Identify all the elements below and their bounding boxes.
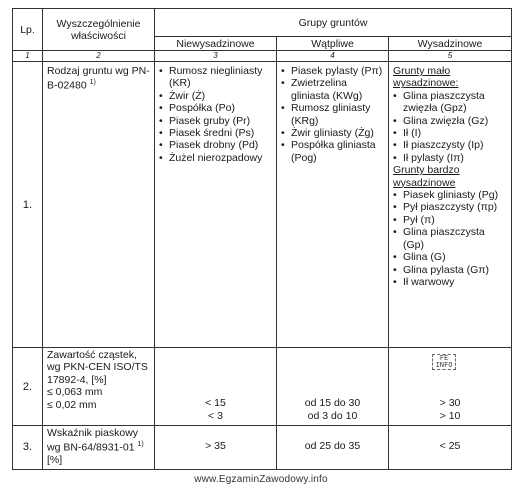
list-item: Żwir gliniasty (Żg): [281, 127, 384, 140]
column-number: 3: [154, 50, 277, 62]
list-item: Piasek gruby (Pr): [159, 115, 272, 128]
row-number: 3.: [12, 425, 43, 470]
list-item: Żwir (Ż): [159, 90, 272, 103]
footnote-ref: 1): [137, 441, 144, 449]
list-item: Piasek gliniasty (Pg): [393, 189, 507, 202]
row-number: 2.: [12, 347, 43, 426]
list-item: Glina pylasta (Gπ): [393, 264, 507, 277]
value-fine: > 30: [439, 397, 461, 410]
list-item: Ił pylasty (Iπ): [393, 152, 507, 165]
soil-groups-table-document: Lp. Wyszczególnienie właściwości Grupy g…: [12, 8, 513, 470]
property-line: ≤ 0,02 mm: [47, 398, 97, 411]
column-number: 5: [387, 50, 513, 62]
frost-high-heading: Grunty bardzo wysadzinowe: [393, 164, 460, 189]
list-item: Żużel nierozpadowy: [159, 152, 272, 165]
property-text: Rodzaj gruntu wg PN-B-02480: [47, 65, 150, 92]
header-frost: Wysadzinowe: [387, 36, 513, 51]
frost-low-list: Glina piaszczysta zwięzła (Gpz)Glina zwi…: [393, 90, 507, 165]
value-ultrafine: > 10: [439, 409, 461, 422]
list-item: Pył piaszczysty (πp): [393, 201, 507, 214]
list-item: Ił warwowy: [393, 276, 507, 289]
value-ultrafine: od 3 do 10: [307, 409, 358, 422]
frost-value: < 25: [387, 425, 513, 470]
column-number: 1: [12, 50, 43, 62]
table-row: 2. Zawartość cząstek, wg PKN-CEN ISO/TS …: [12, 347, 513, 426]
list-item: Pył (π): [393, 214, 507, 227]
property-cell: Wskaźnik piaskowy wg BN-64/8931-01 1) [%…: [42, 425, 155, 470]
list-item: Ił piaszczysty (Ip): [393, 139, 507, 152]
header-doubtful: Wątpliwe: [276, 36, 389, 51]
column-number-row: 1 2 3 4 5: [12, 50, 513, 62]
list-item: Glina zwięzła (Gz): [393, 115, 507, 128]
property-line: Zawartość cząstek,: [47, 349, 137, 361]
list-item: Glina piaszczysta (Gp): [393, 226, 507, 251]
non-frost-value: > 35: [154, 425, 277, 470]
footnote-ref: 1): [89, 79, 96, 87]
frost-low-heading: Grunty mało wysadzinowe:: [393, 65, 459, 90]
list-item: Zwietrzelina gliniasta (KWg): [281, 77, 384, 102]
property-cell: Rodzaj gruntu wg PN-B-02480 1): [42, 61, 155, 348]
header-soil-groups: Grupy gruntów: [153, 8, 513, 37]
header-row: Lp. Wyszczególnienie właściwości Grupy g…: [12, 8, 513, 51]
property-unit: [%]: [47, 454, 63, 467]
property-cell: Zawartość cząstek, wg PKN-CEN ISO/TS 178…: [42, 347, 155, 426]
list-item: Ił (I): [393, 127, 507, 140]
header-lp: Lp.: [12, 8, 43, 51]
non-frost-list: Rumosz niegliniasty (KR)Żwir (Ż)Pospółka…: [159, 65, 272, 165]
value-fine: od 15 do 30: [304, 397, 361, 410]
soil-groups-table: Lp. Wyszczególnienie właściwości Grupy g…: [12, 8, 513, 470]
non-frost-value: < 15 < 3: [154, 347, 277, 426]
property-line: wg PKN-CEN ISO/TS: [47, 361, 148, 374]
column-number: 2: [42, 50, 155, 62]
frost-cell: Grunty mało wysadzinowe: Glina piaszczys…: [387, 61, 513, 348]
list-item: Glina piaszczysta zwięzła (Gpz): [393, 90, 507, 115]
doubtful-cell: Piasek pylasty (Pπ)Zwietrzelina gliniast…: [276, 61, 389, 348]
list-item: Piasek pylasty (Pπ): [281, 65, 384, 78]
table-row: 3. Wskaźnik piaskowy wg BN-64/8931-01 1)…: [12, 425, 513, 470]
list-item: Glina (G): [393, 251, 507, 264]
property-line: 17892-4, [%]: [47, 373, 107, 386]
table-row: 1. Rodzaj gruntu wg PN-B-02480 1) Rumosz…: [12, 61, 513, 348]
doubtful-value: od 25 do 35: [276, 425, 389, 470]
header-properties: Wyszczególnienie właściwości: [42, 8, 155, 51]
row-number: 1.: [12, 61, 43, 348]
frost-high-list: Piasek gliniasty (Pg)Pył piaszczysty (πp…: [393, 189, 507, 289]
list-item: Pospółka gliniasta (Pog): [281, 139, 384, 164]
list-item: Piasek średni (Ps): [159, 127, 272, 140]
value-fine: < 15: [205, 397, 226, 410]
doubtful-value: od 15 do 30 od 3 do 10: [276, 347, 389, 426]
header-non-frost: Niewysadzinowe: [154, 36, 277, 51]
property-text: Wskaźnik piaskowy wg BN-64/8931-01: [47, 427, 139, 454]
info-stamp: FE INFO: [432, 354, 456, 370]
list-item: Rumosz gliniasty (KRg): [281, 102, 384, 127]
list-item: Rumosz niegliniasty (KR): [159, 65, 272, 90]
property-line: ≤ 0,063 mm: [47, 386, 103, 399]
watermark-text: www.EgzaminZawodowy.info: [194, 474, 328, 485]
value-ultrafine: < 3: [208, 409, 223, 422]
non-frost-cell: Rumosz niegliniasty (KR)Żwir (Ż)Pospółka…: [154, 61, 277, 348]
list-item: Pospółka (Po): [159, 102, 272, 115]
doubtful-list: Piasek pylasty (Pπ)Zwietrzelina gliniast…: [281, 65, 384, 164]
column-number: 4: [276, 50, 389, 62]
list-item: Piasek drobny (Pd): [159, 139, 272, 152]
